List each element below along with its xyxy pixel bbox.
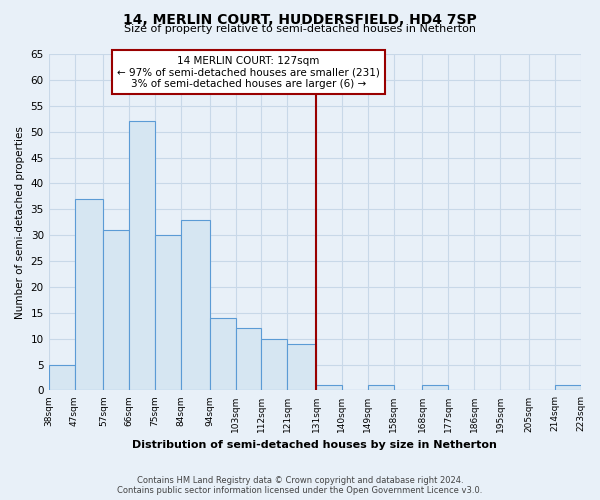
Bar [236,328,262,390]
Bar [209,318,236,390]
Text: 14 MERLIN COURT: 127sqm
← 97% of semi-detached houses are smaller (231)
3% of se: 14 MERLIN COURT: 127sqm ← 97% of semi-de… [117,56,380,88]
Text: 14, MERLIN COURT, HUDDERSFIELD, HD4 7SP: 14, MERLIN COURT, HUDDERSFIELD, HD4 7SP [123,12,477,26]
Bar [129,122,155,390]
Text: Size of property relative to semi-detached houses in Netherton: Size of property relative to semi-detach… [124,24,476,34]
Text: Contains HM Land Registry data © Crown copyright and database right 2024.
Contai: Contains HM Land Registry data © Crown c… [118,476,482,495]
Bar [155,235,181,390]
Bar [422,386,448,390]
Bar [262,338,287,390]
Bar [103,230,129,390]
Bar [368,386,394,390]
Bar [49,364,74,390]
Bar [287,344,316,391]
Bar [554,386,581,390]
Bar [316,386,342,390]
Y-axis label: Number of semi-detached properties: Number of semi-detached properties [15,126,25,318]
X-axis label: Distribution of semi-detached houses by size in Netherton: Distribution of semi-detached houses by … [132,440,497,450]
Bar [74,199,103,390]
Bar [181,220,209,390]
